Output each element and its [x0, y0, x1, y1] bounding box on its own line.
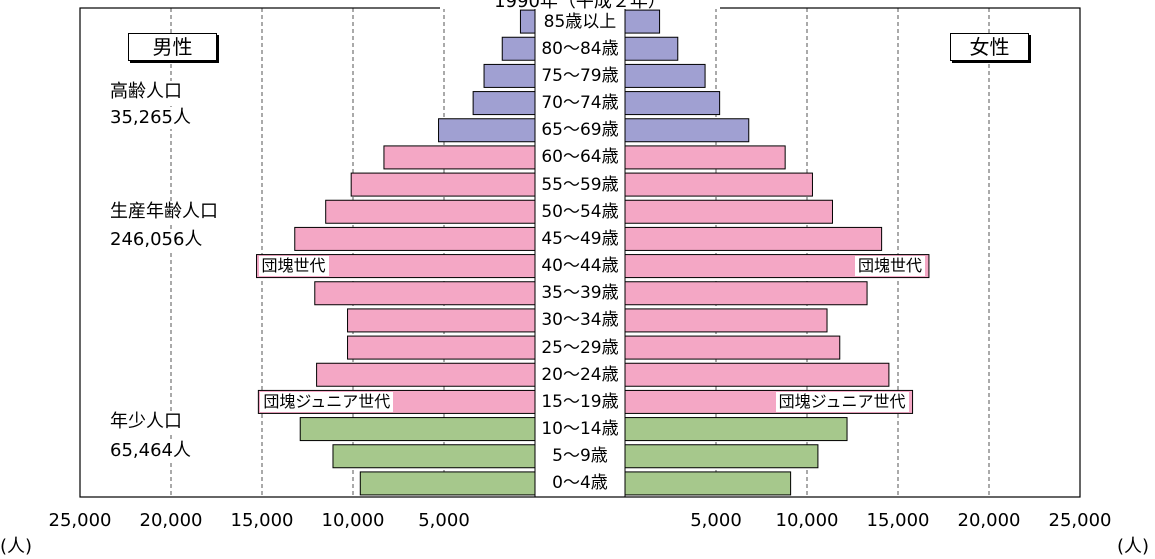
age-label: 0～4歳 [536, 473, 624, 493]
male-bar [317, 363, 535, 386]
age-label: 70～74歳 [536, 93, 624, 113]
female-bar [625, 200, 832, 223]
male-bar [348, 336, 535, 359]
female-x-tick-label: 15,000 [867, 511, 930, 531]
male-bar [439, 119, 535, 142]
age-label: 25～29歳 [536, 338, 624, 358]
female-bar [625, 173, 812, 196]
female-bar [625, 146, 785, 169]
female-x-tick-label: 10,000 [776, 511, 839, 531]
male-bar [295, 227, 535, 250]
youth-population-total: 65,464人 [110, 440, 193, 462]
working-age-population-label: 生産年齢人口 [110, 201, 220, 223]
male-bar [300, 418, 535, 441]
age-label: 35～39歳 [536, 283, 624, 303]
female-bar [625, 37, 678, 60]
age-label: 55～59歳 [536, 175, 624, 195]
female-bar [625, 227, 882, 250]
female-legend-box: 女性 [950, 33, 1029, 61]
male-bar-annotation: 団塊世代 [259, 256, 329, 276]
working-age-population-total: 246,056人 [110, 229, 204, 251]
female-bar [625, 309, 827, 332]
age-label: 20～24歳 [536, 365, 624, 385]
female-bar [625, 92, 720, 115]
male-x-tick-label: 15,000 [231, 511, 294, 531]
male-bar [473, 92, 535, 115]
male-bar [348, 309, 535, 332]
male-bar [384, 146, 535, 169]
male-bar [326, 200, 535, 223]
male-bar [351, 173, 535, 196]
age-label: 5～9歳 [536, 446, 624, 466]
female-bar-annotation: 団塊ジュニア世代 [776, 392, 909, 412]
female-bar [625, 282, 867, 305]
male-x-tick-label: 25,000 [49, 511, 112, 531]
male-x-tick-label: 20,000 [140, 511, 203, 531]
male-bar [502, 37, 535, 60]
male-x-tick-label: 10,000 [322, 511, 385, 531]
elderly-population-label: 高齢人口 [110, 81, 184, 103]
x-axis-unit-right: (人) [1117, 537, 1149, 557]
male-bar [333, 445, 535, 468]
age-label: 40～44歳 [536, 256, 624, 276]
age-label: 45～49歳 [536, 229, 624, 249]
chart-title: 1990年（平成２年） [440, 0, 720, 9]
elderly-population-total: 35,265人 [110, 107, 193, 129]
age-label: 80～84歳 [536, 39, 624, 59]
female-bar-annotation: 団塊世代 [855, 256, 925, 276]
age-label: 10～14歳 [536, 419, 624, 439]
age-label: 75～79歳 [536, 66, 624, 86]
male-bar [360, 472, 535, 495]
age-label: 85歳以上 [536, 12, 624, 32]
female-bar [625, 418, 847, 441]
female-x-tick-label: 20,000 [958, 511, 1021, 531]
age-label: 65～69歳 [536, 120, 624, 140]
male-bar-annotation: 団塊ジュニア世代 [260, 392, 393, 412]
female-bar [625, 119, 749, 142]
male-x-tick-label: 5,000 [418, 511, 470, 531]
female-x-tick-label: 5,000 [690, 511, 742, 531]
age-label: 30～34歳 [536, 310, 624, 330]
female-bar [625, 445, 818, 468]
age-label: 60～64歳 [536, 147, 624, 167]
male-bar [520, 10, 535, 33]
female-bar [625, 363, 889, 386]
female-x-tick-label: 25,000 [1049, 511, 1112, 531]
female-bar [625, 336, 840, 359]
female-bar [625, 10, 660, 33]
male-bar [484, 64, 535, 87]
male-bar [315, 282, 535, 305]
youth-population-label: 年少人口 [110, 411, 184, 433]
female-bar [625, 472, 791, 495]
age-label: 15～19歳 [536, 392, 624, 412]
female-bar [625, 64, 705, 87]
x-axis-unit-left: (人) [0, 537, 32, 557]
age-label: 50～54歳 [536, 202, 624, 222]
male-legend-box: 男性 [128, 33, 217, 61]
